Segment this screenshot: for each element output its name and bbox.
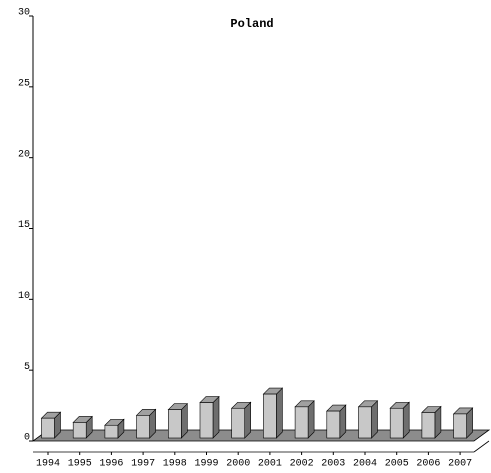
x-tick-label: 1995 bbox=[68, 459, 92, 470]
x-tick-label: 1998 bbox=[163, 459, 187, 470]
y-tick-label: 5 bbox=[24, 362, 30, 373]
x-tick-label: 2002 bbox=[290, 459, 314, 470]
x-tick-label: 2005 bbox=[385, 459, 409, 470]
bar bbox=[326, 410, 341, 439]
chart-title: Poland bbox=[230, 17, 273, 31]
x-tick-label: 2004 bbox=[353, 459, 377, 470]
x-axis-end bbox=[473, 440, 490, 453]
bar bbox=[358, 406, 372, 439]
y-tick-label: 25 bbox=[18, 78, 30, 89]
bar bbox=[389, 407, 404, 439]
x-tick-label: 1994 bbox=[36, 459, 60, 470]
x-tick-label: 2000 bbox=[226, 459, 250, 470]
bar bbox=[136, 415, 150, 439]
bar bbox=[294, 406, 309, 439]
bar-side bbox=[371, 400, 378, 439]
bar bbox=[453, 413, 467, 439]
y-tick-label: 20 bbox=[18, 149, 30, 160]
bar-side bbox=[307, 400, 315, 439]
x-tick-label: 1996 bbox=[99, 459, 123, 470]
bar-side bbox=[276, 387, 283, 439]
x-tick-label: 2007 bbox=[448, 459, 472, 470]
y-tick-label: 10 bbox=[18, 291, 30, 302]
bar bbox=[231, 407, 245, 439]
bar bbox=[104, 424, 119, 439]
x-tick-label: 1997 bbox=[131, 459, 155, 470]
floor bbox=[31, 429, 491, 442]
x-tick-label: 2003 bbox=[321, 459, 345, 470]
y-tick-label: 30 bbox=[18, 8, 30, 19]
x-tick-label: 2001 bbox=[258, 459, 282, 470]
y-tick-label: 15 bbox=[18, 220, 30, 231]
bar bbox=[421, 412, 436, 439]
y-tick-label: 0 bbox=[24, 433, 30, 444]
x-tick-label: 1999 bbox=[194, 459, 218, 470]
bar bbox=[168, 409, 182, 439]
x-tick-label: 2006 bbox=[416, 459, 440, 470]
bar bbox=[199, 402, 214, 439]
bar bbox=[72, 422, 87, 439]
bar bbox=[41, 417, 55, 439]
bar-side bbox=[212, 395, 220, 439]
bar bbox=[263, 393, 277, 439]
